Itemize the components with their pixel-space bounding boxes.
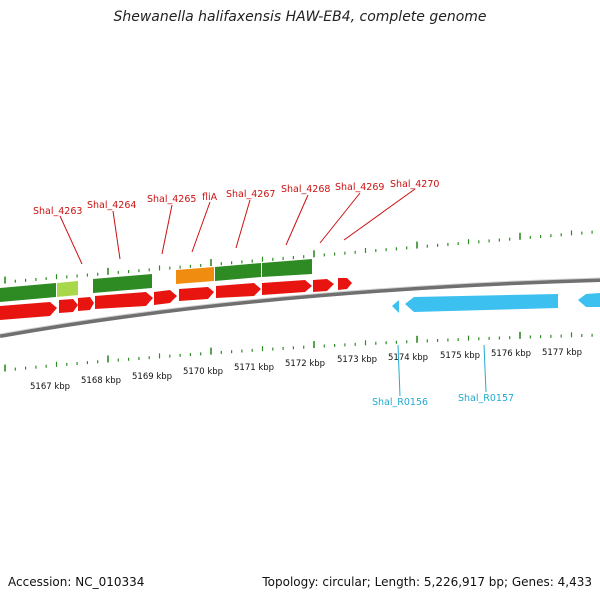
rna-label-shal-r0157[interactable]: Shal_R0157 [458, 393, 514, 404]
forward-cds-arrow[interactable] [179, 287, 214, 301]
gene-label-flia[interactable]: fliA [202, 192, 218, 203]
forward-cds-arrow[interactable] [262, 280, 312, 295]
kbp-label: 5173 kbp [337, 355, 377, 365]
forward-cds-arrow[interactable] [95, 292, 153, 309]
forward-cds-arrow[interactable] [59, 299, 78, 313]
kbp-label: 5167 kbp [30, 382, 70, 392]
gene-label-shal-4264[interactable]: Shal_4264 [87, 200, 136, 211]
bottom-tick-track [4, 331, 593, 372]
kbp-scale: 5167 kbp 5168 kbp 5169 kbp 5170 kbp 5171… [30, 348, 582, 392]
genome-backbone-highlight [0, 277, 600, 335]
leader-line [235, 199, 251, 249]
leader-line [191, 201, 211, 253]
gene-label-shal-4267[interactable]: Shal_4267 [226, 189, 275, 200]
gene-labels: Shal_4263 Shal_4264 Shal_4265 fliA Shal_… [33, 179, 439, 217]
reverse-cds-arrow[interactable] [405, 294, 558, 312]
reverse-cds-arrow[interactable] [392, 300, 399, 313]
rna-label-leaders [397, 344, 487, 397]
kbp-label: 5174 kbp [388, 353, 428, 363]
leader-line [59, 215, 83, 265]
gene-label-shal-4270[interactable]: Shal_4270 [390, 179, 439, 190]
rna-labels: Shal_R0156 Shal_R0157 [372, 393, 514, 408]
kbp-label: 5176 kbp [491, 349, 531, 359]
gene-label-shal-4268[interactable]: Shal_4268 [281, 184, 330, 195]
reverse-cds-arrow[interactable] [578, 293, 600, 307]
kbp-label: 5168 kbp [81, 376, 121, 386]
rna-label-shal-r0156[interactable]: Shal_R0156 [372, 397, 428, 408]
leader-line [343, 188, 416, 241]
forward-cds-arrow[interactable] [338, 278, 352, 290]
kbp-label: 5170 kbp [183, 367, 223, 377]
forward-cds-arrow[interactable] [78, 297, 94, 311]
kbp-label: 5175 kbp [440, 351, 480, 361]
leader-line [112, 210, 121, 260]
map-title: Shewanella halifaxensis HAW-EB4, complet… [113, 9, 487, 25]
gene-bar-track [0, 259, 312, 302]
forward-cds-arrow[interactable] [0, 302, 57, 320]
summary-text: Topology: circular; Length: 5,226,917 bp… [262, 575, 592, 589]
leader-line [319, 192, 361, 244]
kbp-label: 5169 kbp [132, 372, 172, 382]
forward-cds-arrow[interactable] [154, 290, 177, 305]
gene-bar[interactable] [262, 259, 312, 277]
gene-bar[interactable] [57, 281, 78, 297]
gene-bar[interactable] [93, 274, 152, 293]
kbp-label: 5171 kbp [234, 363, 274, 373]
gene-label-shal-4269[interactable]: Shal_4269 [335, 182, 384, 193]
forward-cds-arrow[interactable] [216, 283, 261, 298]
accession-text: Accession: NC_010334 [8, 575, 145, 589]
reverse-strand-track [392, 293, 600, 313]
gene-label-shal-4265[interactable]: Shal_4265 [147, 194, 196, 205]
gene-label-leaders [59, 188, 416, 265]
kbp-label: 5172 kbp [285, 359, 325, 369]
gene-bar[interactable] [215, 263, 261, 281]
top-tick-track [4, 230, 593, 284]
leader-line [285, 194, 309, 246]
leader-line [483, 344, 487, 393]
genome-backbone [0, 278, 600, 338]
forward-strand-track [0, 278, 352, 320]
forward-cds-arrow[interactable] [313, 279, 334, 292]
gene-bar[interactable] [0, 283, 56, 302]
leader-line [397, 344, 401, 397]
gene-label-shal-4263[interactable]: Shal_4263 [33, 206, 82, 217]
kbp-label: 5177 kbp [542, 348, 582, 358]
leader-line [161, 204, 173, 255]
gene-bar[interactable] [176, 267, 214, 284]
